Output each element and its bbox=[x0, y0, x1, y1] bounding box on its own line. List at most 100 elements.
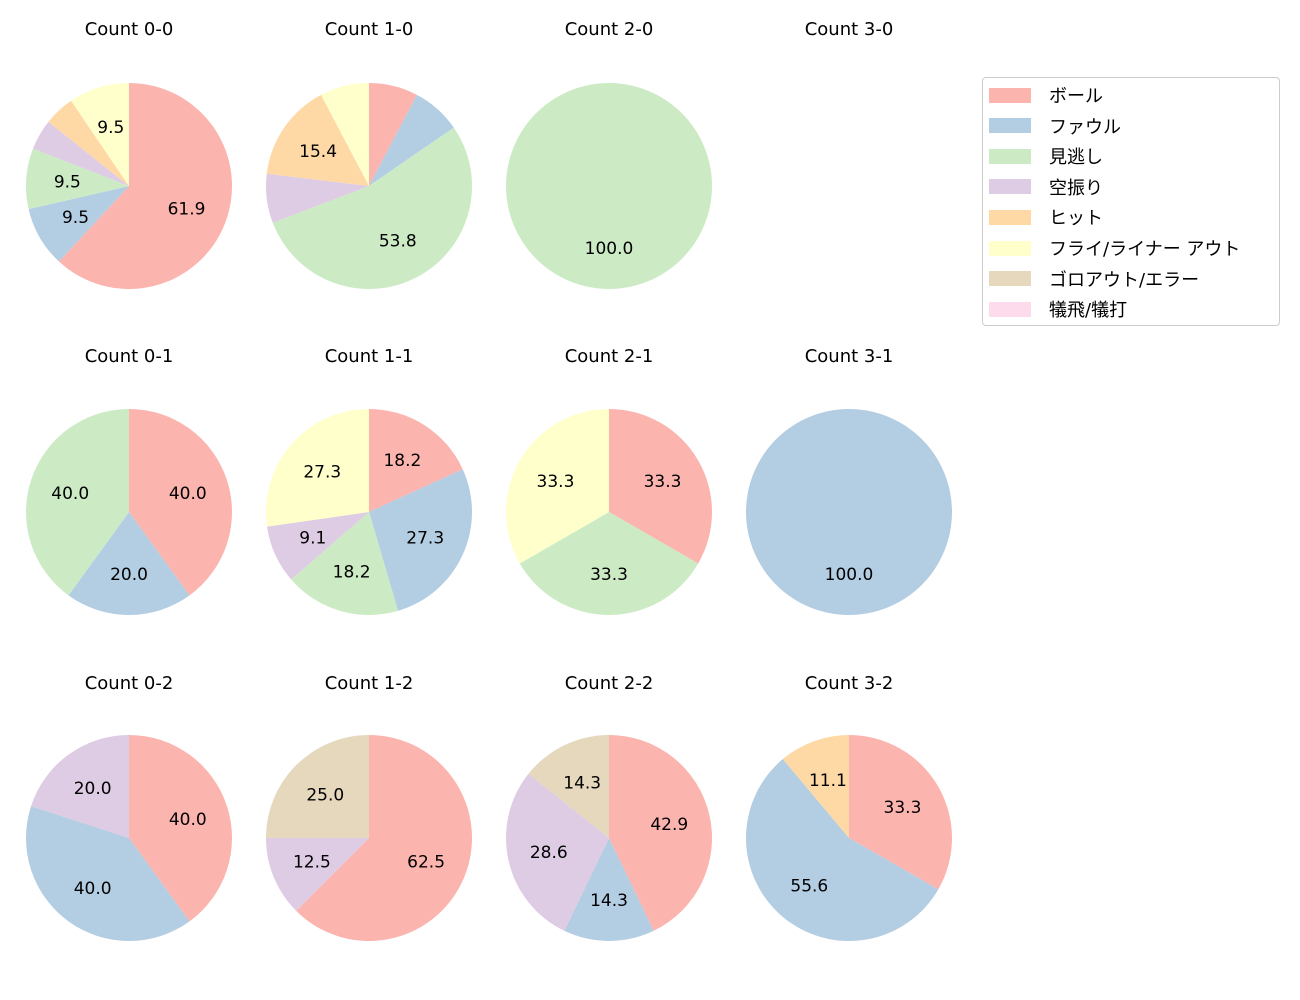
pie-slice bbox=[266, 409, 369, 527]
legend-swatch bbox=[989, 118, 1031, 134]
pie-slice bbox=[26, 409, 129, 596]
pie-title: Count 3-2 bbox=[805, 673, 894, 694]
slice-label: 9.1 bbox=[299, 529, 326, 549]
slice-label: 55.6 bbox=[790, 876, 828, 896]
pie-slice bbox=[506, 773, 609, 931]
slice-label: 28.6 bbox=[530, 843, 568, 863]
pie-slice bbox=[266, 173, 369, 223]
slice-label: 9.5 bbox=[54, 173, 81, 193]
legend-item: ファウル bbox=[989, 111, 1121, 141]
pie-slice bbox=[71, 83, 129, 186]
slice-label: 15.4 bbox=[299, 142, 337, 162]
pie-title: Count 2-1 bbox=[565, 346, 654, 367]
slice-label: 9.5 bbox=[97, 118, 124, 138]
slice-label: 11.1 bbox=[809, 771, 847, 791]
legend-swatch bbox=[989, 179, 1031, 195]
pie-slice bbox=[32, 121, 129, 186]
legend-item: 空振り bbox=[989, 172, 1103, 202]
pie-slice bbox=[746, 759, 939, 941]
slice-label: 18.2 bbox=[333, 562, 371, 582]
pie-slice bbox=[25, 148, 129, 210]
slice-label: 33.3 bbox=[884, 798, 922, 818]
slice-label: 25.0 bbox=[306, 785, 344, 805]
legend-item: 犠飛/犠打 bbox=[989, 294, 1127, 324]
pie-slice bbox=[321, 83, 369, 186]
slice-label: 33.3 bbox=[537, 472, 575, 492]
slice-label: 33.3 bbox=[590, 565, 628, 585]
legend-swatch bbox=[989, 240, 1031, 256]
legend-label: ファウル bbox=[1049, 116, 1121, 138]
legend-label: フライ/ライナー アウト bbox=[1049, 239, 1241, 260]
slice-label: 18.2 bbox=[383, 451, 421, 471]
slice-label: 40.0 bbox=[74, 879, 112, 899]
pie-slice bbox=[506, 409, 609, 564]
slice-label: 20.0 bbox=[74, 779, 112, 799]
pie-title: Count 2-2 bbox=[565, 673, 654, 694]
pie-title: Count 1-2 bbox=[325, 673, 414, 694]
pie-slice bbox=[296, 735, 473, 941]
slice-label: 100.0 bbox=[825, 565, 874, 585]
pie-title: Count 0-2 bbox=[85, 673, 174, 694]
legend-swatch bbox=[989, 87, 1031, 103]
slice-label: 14.3 bbox=[590, 891, 628, 911]
slice-label: 53.8 bbox=[379, 232, 417, 252]
pie-slice bbox=[272, 127, 473, 290]
legend-item: 見逃し bbox=[989, 141, 1103, 171]
legend-item: フライ/ライナー アウト bbox=[989, 233, 1240, 263]
pie-title: Count 0-1 bbox=[85, 346, 174, 367]
pie-slice bbox=[291, 512, 399, 615]
pie-slice bbox=[849, 735, 953, 890]
legend-label: ヒット bbox=[1049, 208, 1103, 230]
slice-label: 100.0 bbox=[585, 239, 634, 259]
legend-item: ボール bbox=[989, 80, 1103, 110]
pie-slice bbox=[68, 512, 190, 615]
pie-slice bbox=[266, 735, 369, 838]
pie-slice bbox=[564, 838, 654, 941]
pie-slice bbox=[609, 409, 712, 564]
pie-slice bbox=[266, 838, 369, 911]
pie-slice bbox=[782, 735, 849, 838]
slice-label: 12.5 bbox=[293, 853, 331, 873]
slice-label: 40.0 bbox=[169, 810, 207, 830]
slice-label: 42.9 bbox=[650, 815, 688, 835]
legend-label: ボール bbox=[1049, 86, 1103, 107]
pie-slice bbox=[369, 469, 473, 611]
pie-slice bbox=[129, 735, 233, 922]
pie-slice bbox=[528, 735, 609, 838]
pie-slice bbox=[369, 94, 454, 186]
pie-slice bbox=[31, 735, 129, 838]
slice-label: 62.5 bbox=[407, 853, 445, 873]
pie-title: Count 2-0 bbox=[565, 19, 654, 40]
legend-label: ゴロアウト/エラー bbox=[1049, 269, 1200, 291]
legend-label: 見逃し bbox=[1049, 147, 1103, 169]
legend-swatch bbox=[989, 301, 1031, 317]
legend-item: ゴロアウト/エラー bbox=[989, 264, 1199, 294]
pie-slice bbox=[58, 83, 232, 289]
pie-slice bbox=[609, 735, 712, 931]
legend-item: ヒット bbox=[989, 202, 1103, 232]
slice-label: 40.0 bbox=[51, 484, 89, 504]
pie-slice bbox=[129, 409, 232, 596]
legend-swatch bbox=[989, 148, 1031, 164]
slice-label: 14.3 bbox=[563, 773, 601, 793]
pie-title: Count 3-0 bbox=[805, 19, 894, 40]
legend-swatch bbox=[989, 209, 1031, 225]
slice-label: 9.5 bbox=[62, 208, 89, 228]
slice-label: 40.0 bbox=[169, 484, 207, 504]
legend-label: 犠飛/犠打 bbox=[1049, 300, 1128, 322]
pie-title: Count 0-0 bbox=[85, 19, 174, 40]
slice-label: 27.3 bbox=[406, 529, 444, 549]
legend-swatch bbox=[989, 271, 1031, 287]
pie-slice bbox=[519, 512, 699, 615]
slice-label: 33.3 bbox=[644, 472, 682, 492]
pie-title: Count 3-1 bbox=[805, 346, 894, 367]
pie-slice bbox=[267, 512, 369, 580]
pie-slice bbox=[746, 409, 952, 615]
pie-slice bbox=[28, 186, 129, 262]
legend: ボールファウル見逃し空振りヒットフライ/ライナー アウト ゴロアウト/エラー 犠飛/… bbox=[982, 77, 1280, 326]
pie-slice bbox=[266, 94, 369, 186]
legend-label: 空振り bbox=[1049, 177, 1103, 199]
pie-slice bbox=[48, 100, 130, 186]
slice-label: 27.3 bbox=[303, 463, 341, 483]
